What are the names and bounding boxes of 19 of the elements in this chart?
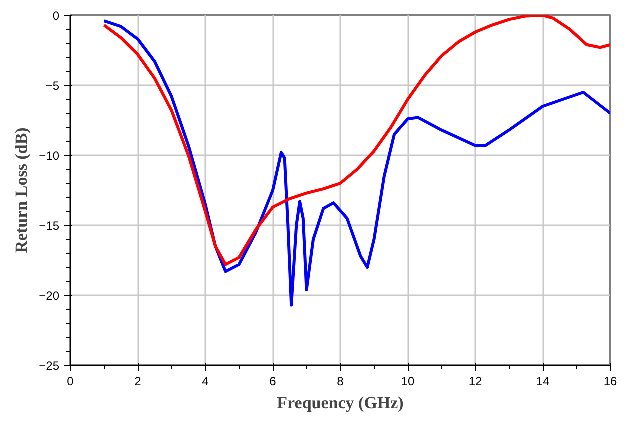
x-tick-label: 6 <box>270 374 277 388</box>
x-axis-title: Frequency (GHz) <box>277 394 404 412</box>
x-tick-label: 10 <box>401 374 415 388</box>
y-axis-title: Return Loss (dB) <box>12 128 32 254</box>
y-tick-label: −20 <box>39 289 60 303</box>
x-tick-label: 4 <box>202 374 210 388</box>
x-tick-label: 12 <box>468 374 482 388</box>
line-series <box>102 20 610 307</box>
x-tick-label: 14 <box>536 374 550 388</box>
x-tick-label: 16 <box>604 374 618 388</box>
y-tick-label: −10 <box>39 149 60 163</box>
y-tick-label: −5 <box>46 79 60 93</box>
y-tick-label: −25 <box>39 359 60 373</box>
x-tick-label: 0 <box>67 374 74 388</box>
y-tick-label: −15 <box>39 219 60 233</box>
line-series <box>102 16 610 266</box>
x-tick-label: 8 <box>337 374 344 388</box>
y-tick-label: 0 <box>52 9 60 23</box>
x-tick-label: 2 <box>134 374 142 388</box>
